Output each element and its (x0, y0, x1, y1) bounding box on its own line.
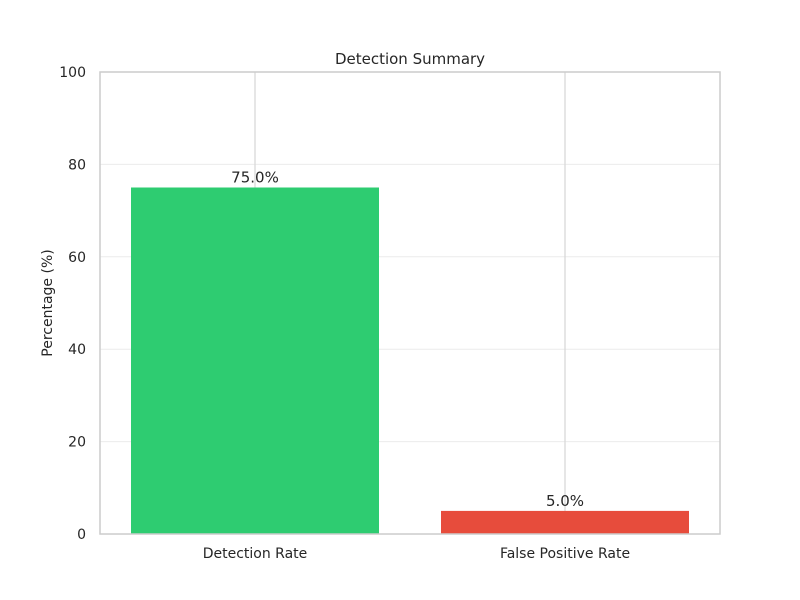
y-axis-label: Percentage (%) (40, 249, 56, 356)
data-label: 75.0% (231, 169, 279, 187)
y-tick-label: 100 (59, 65, 86, 81)
plot-frame (99, 71, 721, 535)
x-tick-label: False Positive Rate (500, 546, 630, 562)
bar (441, 510, 689, 534)
data-labels: 75.0% 5.0% (231, 169, 584, 510)
x-tick-labels: Detection Rate False Positive Rate (203, 546, 630, 562)
y-tick-label: 20 (68, 435, 86, 451)
bar (131, 187, 379, 534)
y-tick-label: 0 (77, 527, 86, 543)
y-tick-labels: 0 20 40 60 80 100 (59, 65, 86, 543)
y-tick-label: 40 (68, 342, 86, 358)
x-tick-label: Detection Rate (203, 546, 308, 562)
y-tick-label: 80 (68, 157, 86, 173)
bar-layer (131, 187, 689, 534)
chart-title: Detection Summary (335, 50, 485, 68)
y-tick-label: 60 (68, 250, 86, 266)
data-label: 5.0% (546, 492, 584, 510)
